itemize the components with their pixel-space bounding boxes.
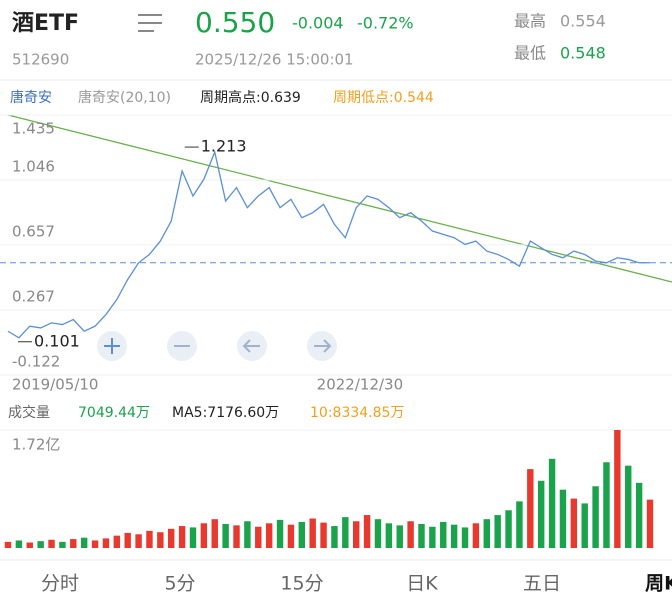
extreme-label: 1.213 <box>201 137 247 156</box>
volume-bar <box>494 515 501 548</box>
volume-bar <box>570 498 578 548</box>
volume-bar <box>26 542 33 548</box>
volume-bar <box>113 535 121 548</box>
time: 2025/12/26 15:00:01 <box>195 51 354 69</box>
volume-bar <box>461 527 469 548</box>
volume-bar <box>70 539 77 548</box>
volume-bar <box>124 532 131 548</box>
volume-bar <box>374 519 382 548</box>
volume-bar <box>559 489 567 548</box>
volume-bar <box>276 519 284 548</box>
volume-bar <box>189 527 197 548</box>
y-tick-label: 0.657 <box>12 222 55 240</box>
volume-bar <box>385 523 393 548</box>
volume-bar <box>298 521 306 548</box>
volume-bar <box>287 524 295 548</box>
tab[interactable]: 分时 <box>41 573 79 595</box>
volume-bar <box>396 525 403 548</box>
x-tick-label: 2019/05/10 <box>12 376 98 394</box>
volume-bar <box>255 526 262 548</box>
volume-bar <box>418 523 425 548</box>
volume-bar <box>342 517 349 548</box>
volume-ma5: MA5:7176.60万 <box>172 405 279 421</box>
volume-bar <box>646 499 654 548</box>
volume-bar <box>37 541 44 548</box>
volume-bar <box>407 521 414 548</box>
volume-bar <box>222 523 229 548</box>
volume-bar <box>603 462 610 548</box>
volume-title: 成交量 <box>8 404 50 421</box>
high-label: 最高 <box>514 12 546 31</box>
extreme-label: 0.101 <box>34 331 80 350</box>
volume-bar <box>472 523 480 548</box>
volume-bar <box>527 469 534 548</box>
tab[interactable]: 5分 <box>164 573 195 595</box>
y-tick-label: 1.72亿 <box>12 436 60 454</box>
low: 0.548 <box>560 44 606 63</box>
volume-bar <box>548 458 556 548</box>
volume-bar <box>244 521 251 548</box>
volume-bar <box>483 519 490 548</box>
volume-bar <box>309 518 316 548</box>
volume-bar <box>233 525 240 548</box>
volume-bar <box>320 522 327 548</box>
volume-bar <box>614 430 621 548</box>
y-tick-label: 1.046 <box>12 157 55 175</box>
y-tick-label: 0.267 <box>12 288 55 306</box>
change-pct: -0.72% <box>357 14 414 33</box>
trend-line <box>7 114 672 283</box>
volume-bar <box>59 541 66 548</box>
volume-bar <box>440 521 447 548</box>
x-tick-label: 2022/12/30 <box>317 376 403 394</box>
volume-bar <box>4 541 12 548</box>
volume-bar <box>450 524 458 548</box>
volume-bar <box>635 482 643 548</box>
volume-bar <box>211 519 218 548</box>
volume-bar <box>625 465 632 548</box>
indicator-params: 唐奇安(20,10) <box>78 89 171 106</box>
volume-value: 7049.44万 <box>78 405 150 421</box>
y-tick-label: 1.435 <box>12 120 55 138</box>
volume-bar <box>146 530 153 548</box>
volume-bar <box>102 538 110 548</box>
volume-bar <box>15 540 23 548</box>
volume-bar <box>581 503 588 548</box>
price-line <box>7 149 650 339</box>
period-high: 周期高点:0.639 <box>200 89 301 106</box>
volume-bar <box>200 523 208 548</box>
volume-bar <box>265 523 273 548</box>
menu-icon[interactable] <box>138 14 162 32</box>
zoom-controls <box>97 331 337 361</box>
high: 0.554 <box>560 12 606 31</box>
period-low: 周期低点:0.544 <box>333 90 434 106</box>
volume-bar <box>48 539 55 548</box>
indicator-name[interactable]: 唐奇安 <box>10 89 52 106</box>
tab[interactable]: 五日 <box>523 573 561 595</box>
change: -0.004 <box>292 14 344 33</box>
volume-bar <box>178 526 186 548</box>
volume-bar <box>592 486 599 548</box>
volume-bar <box>505 510 512 548</box>
volume-bar <box>331 526 338 548</box>
tab[interactable]: 15分 <box>280 573 323 595</box>
volume-bar <box>363 515 371 548</box>
low-label: 最低 <box>514 44 546 63</box>
volume-bar <box>429 526 436 548</box>
fund-name: 酒ETF <box>12 11 79 36</box>
volume-bar <box>516 501 523 548</box>
tab[interactable]: 周K <box>645 573 672 595</box>
volume-bar <box>80 537 88 548</box>
volume-ma10: 10:8334.85万 <box>310 405 404 421</box>
volume-bar <box>157 532 164 548</box>
volume-bar <box>352 521 360 548</box>
price: 0.550 <box>195 6 275 39</box>
volume-bar <box>91 540 99 548</box>
fund-code: 512690 <box>12 51 69 69</box>
volume-bar <box>135 534 142 548</box>
volume-bar <box>537 480 545 548</box>
y-tick-label: -0.122 <box>12 353 60 371</box>
tab[interactable]: 日K <box>406 573 438 595</box>
volume-bar <box>168 528 175 548</box>
